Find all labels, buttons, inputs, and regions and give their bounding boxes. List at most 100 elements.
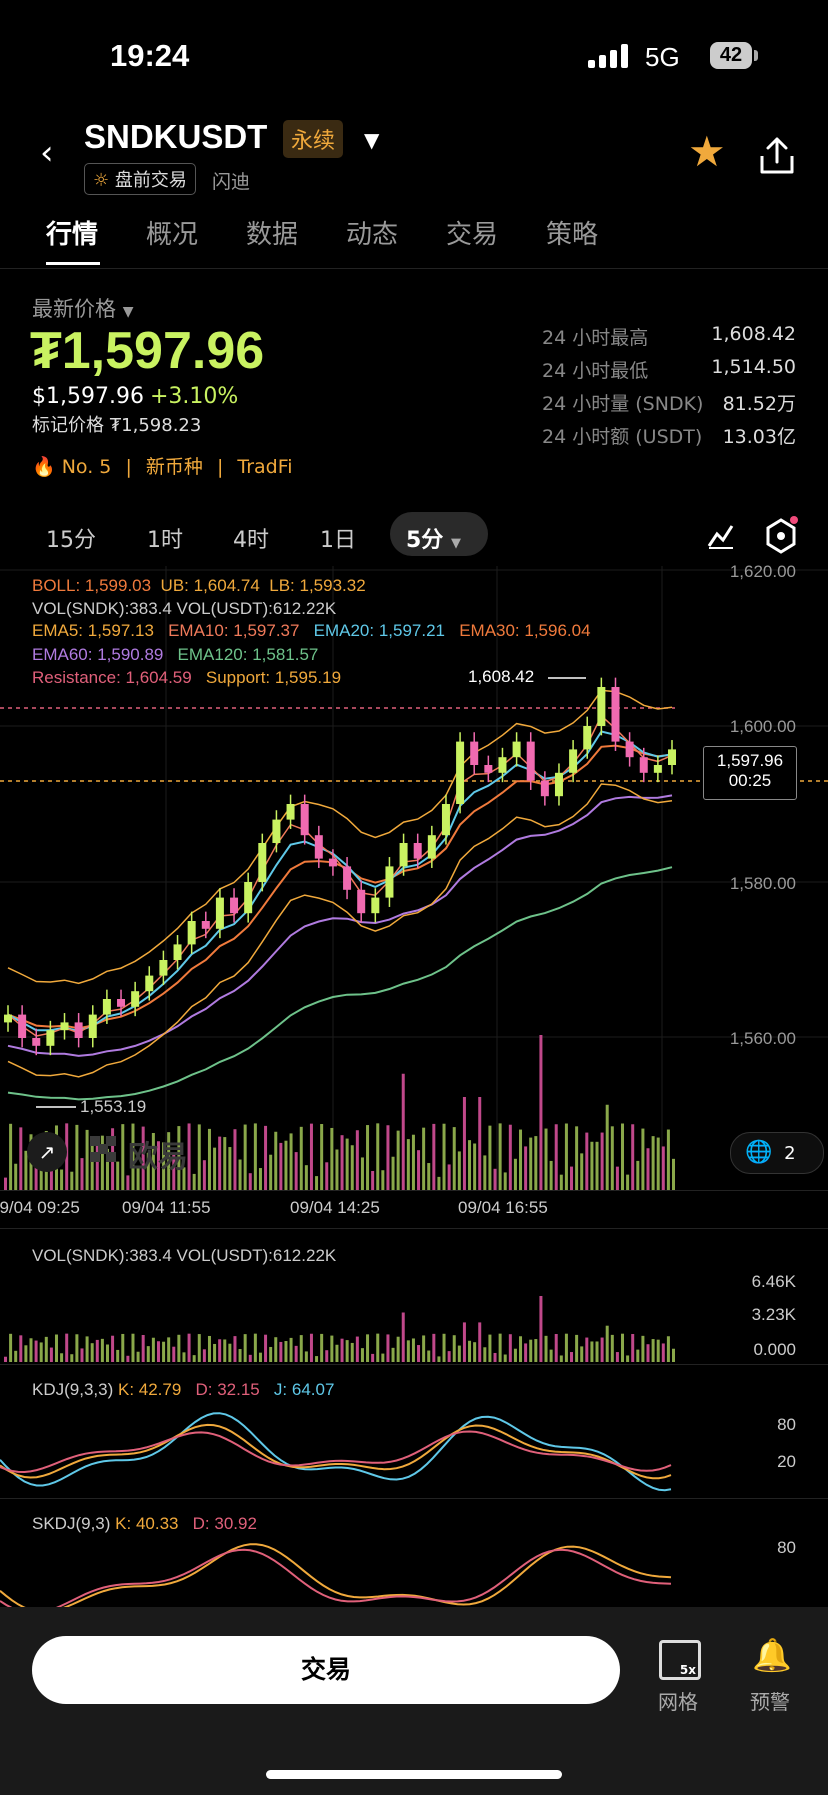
stat-low-label: 24 小时最低 (542, 360, 649, 382)
candle-body (540, 780, 549, 797)
resistance-value: Resistance: 1,604.59 (32, 668, 192, 687)
volume-bar (539, 1035, 543, 1190)
volume-bar (269, 1154, 273, 1190)
volume-bar (60, 1353, 64, 1362)
tf-1d[interactable]: 1日 (320, 528, 356, 553)
volume-chart[interactable] (0, 1264, 828, 1364)
tf-5m[interactable]: 5分 ▼ (406, 522, 461, 554)
home-indicator[interactable] (266, 1770, 562, 1779)
volume-bar (452, 1127, 456, 1190)
volume-bar (519, 1129, 523, 1190)
tab-strategy[interactable]: 策略 (546, 220, 599, 250)
alert-icon[interactable]: 🔔 (752, 1636, 792, 1674)
candle-body (639, 757, 648, 773)
tab-overview[interactable]: 概况 (146, 220, 199, 250)
tab-news[interactable]: 动态 (346, 220, 399, 250)
volume-bar (605, 1325, 609, 1362)
symbol-dropdown-icon[interactable]: ▼ (364, 128, 380, 152)
volume-bar (666, 1336, 670, 1362)
volume-bar (95, 1339, 99, 1362)
skdj-legend[interactable]: SKDJ(9,3) K: 40.33 D: 30.92 (32, 1514, 257, 1534)
volume-bar (4, 1177, 7, 1190)
current-price-box[interactable]: 1,597.96 00:25 (703, 746, 797, 800)
ema-legend-1[interactable]: EMA5: 1,597.13 EMA10: 1,597.37 EMA20: 1,… (32, 621, 591, 641)
candle-body (173, 944, 182, 960)
tradfi-tag[interactable]: TradFi (237, 456, 293, 478)
symbol-title[interactable]: SNDKUSDT (84, 118, 268, 155)
volume-bar (539, 1296, 543, 1362)
tf-selected[interactable] (390, 512, 488, 556)
volume-bar (590, 1341, 594, 1362)
volume-bar (621, 1123, 625, 1190)
skdj-chart[interactable] (0, 1520, 828, 1608)
events-badge[interactable]: 🌐 2 (730, 1132, 824, 1174)
grid-label[interactable]: 网格 (658, 1690, 698, 1714)
rank-label[interactable]: No. 5 (61, 456, 112, 478)
volume-bar (615, 1166, 619, 1190)
tab-market[interactable]: 行情 (46, 220, 99, 250)
volume-bar (422, 1335, 426, 1362)
y-tick: 1,560.00 (729, 1029, 796, 1048)
boll-upper-line (7, 689, 673, 985)
premarket-label: 盘前交易 (114, 170, 187, 191)
volume-bar (570, 1352, 574, 1362)
main-chart[interactable] (0, 566, 828, 1190)
volume-bar (406, 1340, 410, 1362)
volume-bar (243, 1124, 247, 1190)
tf-4h[interactable]: 4时 (233, 528, 269, 553)
volume-bar (462, 1097, 466, 1190)
boll-lower-line (7, 783, 673, 1078)
indicator-icon[interactable] (706, 520, 736, 550)
grid-icon[interactable]: 5x (659, 1640, 701, 1680)
volume-bar (85, 1336, 89, 1362)
volume-bar (610, 1334, 614, 1362)
volume-bar (366, 1334, 370, 1362)
volume-bar (177, 1126, 181, 1190)
rank-row: 🔥 No. 5 | 新币种 | TradFi (32, 452, 293, 479)
volume-bar (54, 1334, 58, 1362)
volume-bar (172, 1346, 176, 1362)
price-label[interactable]: 最新价格 ▼ (32, 293, 133, 323)
back-icon[interactable]: ‹ (40, 133, 54, 173)
volume-bar (105, 1148, 109, 1190)
kdj-chart[interactable] (0, 1400, 828, 1500)
volume-bar (330, 1127, 334, 1190)
kdj-legend[interactable]: KDJ(9,3,3) K: 42.79 D: 32.15 J: 64.07 (32, 1380, 334, 1400)
volume-bar (355, 1130, 359, 1190)
volume-bar (304, 1351, 308, 1362)
volume-bar (289, 1337, 293, 1362)
volume-bar (503, 1354, 507, 1362)
volume-bar (264, 1125, 268, 1190)
volume-bar (90, 1343, 94, 1362)
star-icon[interactable]: ★ (688, 127, 726, 176)
tab-trade[interactable]: 交易 (446, 220, 499, 250)
vol-sub-legend[interactable]: VOL(SNDK):383.4 VOL(USDT):612.22K (32, 1246, 337, 1265)
expand-icon[interactable]: ↗ (27, 1132, 67, 1172)
tab-data[interactable]: 数据 (246, 220, 299, 250)
volume-bar (156, 1341, 160, 1362)
share-icon[interactable] (758, 136, 796, 176)
volume-bar (350, 1342, 354, 1362)
sr-legend[interactable]: Resistance: 1,604.59 Support: 1,595.19 (32, 668, 341, 688)
tf-1h[interactable]: 1时 (147, 528, 183, 553)
current-price-value: 1,597.96 (716, 751, 784, 770)
volume-bar (126, 1355, 130, 1362)
volume-bar (544, 1128, 548, 1190)
boll-legend[interactable]: BOLL: 1,599.03 UB: 1,604.74 LB: 1,593.32 (32, 576, 366, 596)
new-coin-tag[interactable]: 新币种 (145, 456, 203, 478)
settings-icon[interactable] (764, 516, 798, 554)
volume-bar (631, 1124, 635, 1190)
volume-bar (498, 1333, 502, 1362)
volume-bar (182, 1167, 186, 1190)
trade-button[interactable]: 交易 (32, 1636, 620, 1704)
volume-bar (299, 1126, 303, 1190)
contract-tag: 永续 (283, 120, 344, 158)
ema-legend-2[interactable]: EMA60: 1,590.89 EMA120: 1,581.57 (32, 645, 318, 665)
alert-label[interactable]: 预警 (750, 1690, 790, 1714)
candle-body (470, 741, 479, 765)
volume-bar (269, 1346, 273, 1362)
tf-15m[interactable]: 15分 (46, 528, 96, 553)
volume-bar (29, 1338, 33, 1362)
volume-bar (335, 1149, 339, 1190)
vol-legend[interactable]: VOL(SNDK):383.4 VOL(USDT):612.22K (32, 599, 337, 618)
